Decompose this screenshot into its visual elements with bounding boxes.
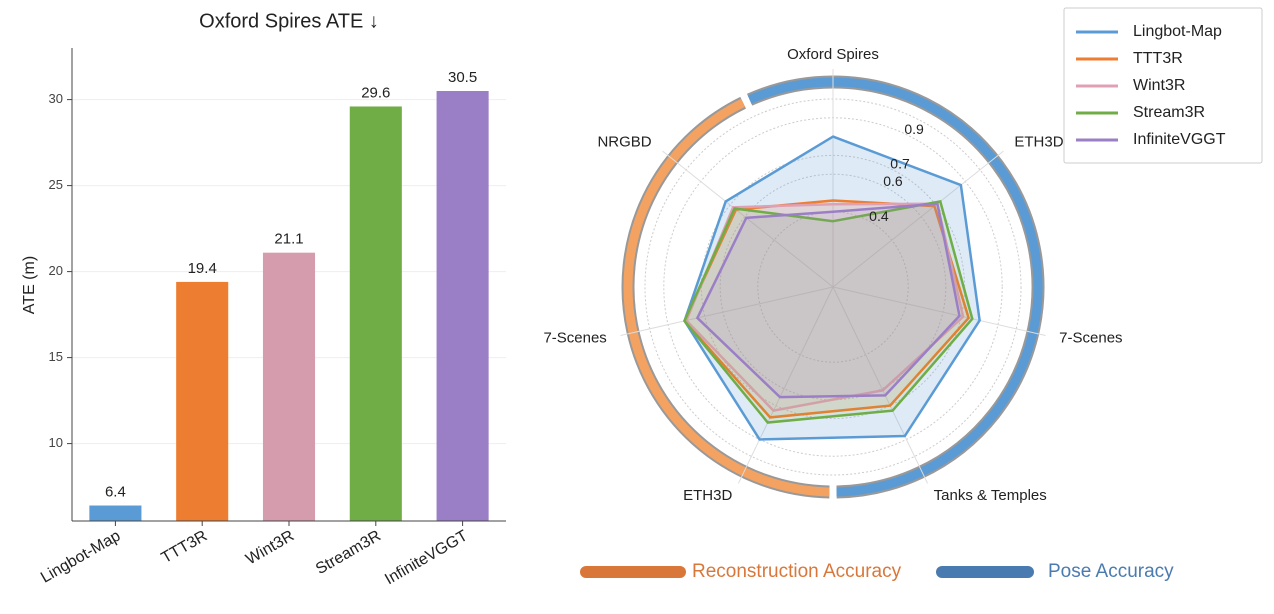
y-tick-label: 30: [49, 91, 63, 106]
radial-axis: [832, 150, 1004, 288]
axis-label: NRGBD: [597, 133, 651, 150]
r-tick-label: 0.9: [904, 121, 924, 137]
bar: [349, 106, 402, 521]
y-tick-label: 20: [49, 263, 63, 278]
group-label: Reconstruction Accuracy: [692, 561, 902, 582]
radial-axis: [662, 150, 834, 288]
r-tick-label: 0.4: [869, 208, 889, 224]
r-tick-label: 0.6: [883, 173, 903, 189]
radar-series: [683, 199, 971, 419]
group-label: Pose Accuracy: [1048, 561, 1174, 582]
radial-axis: [737, 286, 834, 484]
x-tick-label: Wint3R: [243, 527, 297, 568]
x-tick-label: Stream3R: [313, 527, 384, 578]
x-tick-label: InfiniteVGGT: [382, 527, 471, 588]
r-tick-label: 0.7: [890, 156, 910, 172]
x-tick-label: TTT3R: [159, 527, 211, 567]
legend-label: Lingbot-Map: [1133, 23, 1222, 40]
radial-axis: [832, 286, 1046, 336]
y-tick-label: 15: [49, 349, 63, 364]
ring-pose: [747, 77, 1043, 497]
axis-label: 7-Scenes: [543, 330, 606, 347]
legend-box: [1063, 7, 1263, 164]
group-swatch: [580, 566, 686, 578]
axis-label: 7-Scenes: [1059, 330, 1122, 347]
axis-label: ETH3D: [1014, 133, 1063, 150]
bar: [262, 252, 316, 521]
radar-series: [683, 199, 974, 424]
bar: [436, 91, 489, 521]
radial-axis: [832, 286, 929, 484]
y-tick-label: 10: [49, 435, 63, 450]
radar-series: [695, 202, 961, 399]
value-label: 6.4: [105, 483, 126, 500]
value-label: 19.4: [188, 260, 217, 277]
y-tick-label: 25: [49, 177, 63, 192]
legend-label: TTT3R: [1133, 50, 1183, 67]
ring-reconstruction: [623, 98, 830, 497]
legend-label: Stream3R: [1133, 104, 1205, 121]
chart-title: Oxford Spires ATE ↓: [199, 10, 379, 32]
value-label: 21.1: [274, 231, 303, 248]
legend-label: Wint3R: [1133, 77, 1185, 94]
bar: [89, 505, 142, 521]
legend-label: InfiniteVGGT: [1133, 131, 1226, 148]
value-label: 29.6: [361, 84, 390, 101]
radial-axis: [620, 286, 834, 336]
value-label: 30.5: [448, 69, 477, 86]
y-axis-label: ATE (m): [21, 256, 38, 314]
axis-label: Oxford Spires: [787, 46, 879, 63]
group-swatch: [936, 566, 1034, 578]
x-tick-label: Lingbot-Map: [38, 527, 124, 586]
axis-label: ETH3D: [683, 487, 732, 504]
bar: [176, 281, 229, 521]
axis-label: Tanks & Temples: [934, 487, 1047, 504]
